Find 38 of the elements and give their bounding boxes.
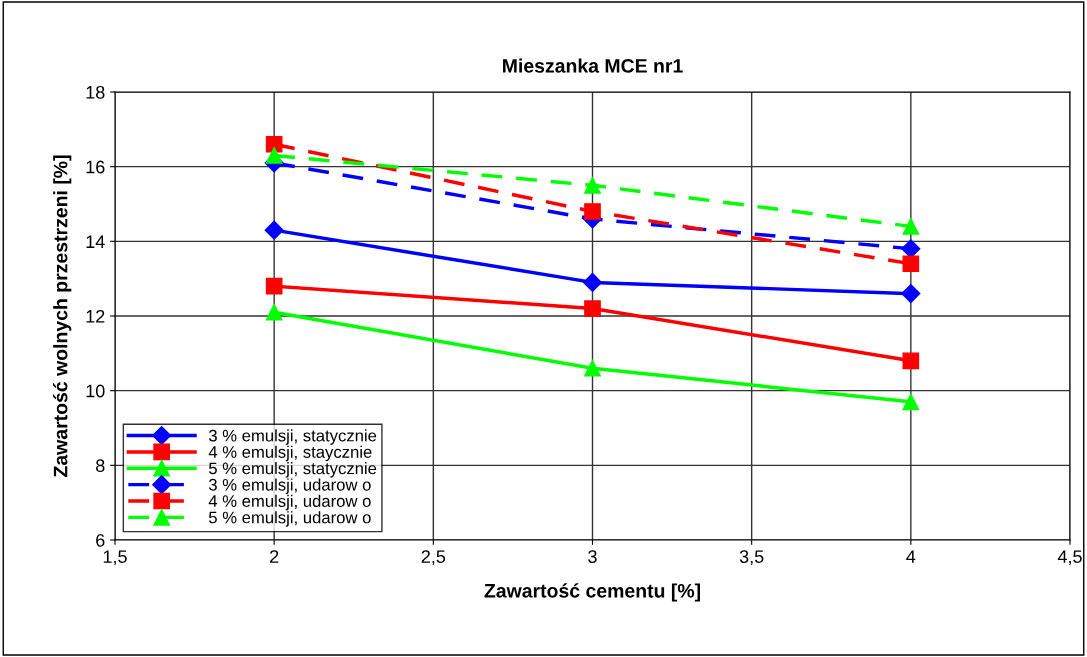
- y-tick-label: 8: [96, 459, 105, 473]
- x-tick-label: 1,5: [103, 550, 127, 566]
- x-tick-label: 3: [588, 550, 597, 563]
- point: [901, 284, 921, 304]
- point: [584, 300, 601, 317]
- legend-label: 4 % emulsji, staycznie: [208, 445, 372, 462]
- point: [582, 272, 603, 292]
- y-tick-label: 10: [86, 384, 105, 398]
- y-tick-label: 14: [86, 235, 105, 248]
- y-tick-label: 18: [86, 85, 105, 99]
- point: [264, 220, 284, 240]
- x-tick-label: 4: [906, 550, 916, 563]
- point: [902, 255, 920, 273]
- legend-label: 3 % emulsji, statycznie: [208, 429, 377, 445]
- point: [584, 359, 601, 377]
- y-tick-label: 16: [86, 160, 105, 174]
- point: [265, 277, 283, 295]
- x-tick-label: 3,5: [739, 550, 764, 566]
- legend-label: 5 % emulsji, statycznie: [209, 462, 377, 478]
- legend-label: 5 % emulsji, udarow o: [209, 511, 371, 527]
- legend-label: 3 % emulsji, udarow o: [208, 478, 371, 494]
- legend-label: 4 % emulsji, udarow o: [208, 494, 371, 511]
- point: [265, 303, 283, 321]
- x-tick-label: 2,5: [421, 550, 446, 566]
- point: [902, 393, 920, 411]
- x-axis-title: Zawartość cementu [%]: [484, 583, 701, 602]
- x-tick-label: 2: [270, 550, 279, 563]
- point: [902, 352, 920, 370]
- y-axis-title: Zawartość wolnych przestrzeni [%]: [53, 155, 72, 477]
- point: [584, 176, 601, 194]
- point: [265, 147, 283, 164]
- y-tick-label: 12: [86, 309, 105, 323]
- point: [584, 203, 601, 220]
- point: [902, 218, 920, 235]
- chart-title: Mieszanka MCE nr1: [503, 58, 683, 73]
- x-tick-label: 4,5: [1057, 550, 1082, 566]
- point: [265, 135, 283, 153]
- y-tick-label: 6: [96, 533, 105, 547]
